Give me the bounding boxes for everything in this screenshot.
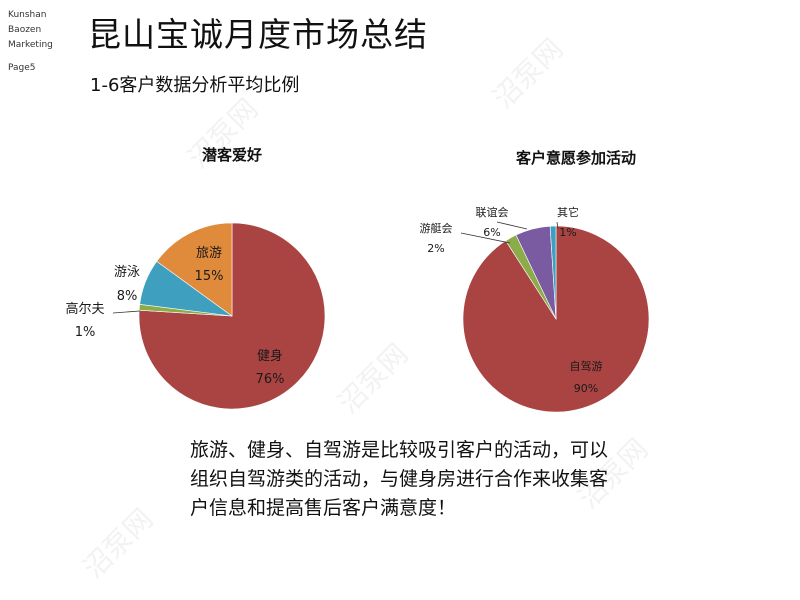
label-fitness-value: 76%: [256, 372, 285, 387]
watermark-3: 沼泵网: [332, 337, 415, 420]
page-number: Page5: [8, 63, 36, 73]
leader-line-golf: [112, 310, 141, 314]
chart-activities-slices: [462, 225, 650, 413]
summary-text: 旅游、健身、自驾游是比较吸引客户的活动，可以组织自驾游类的活动，与健身房进行合作…: [190, 439, 609, 519]
chart-hobbies: 潜客爱好 健身 76% 高尔夫 1% 游泳 8% 旅游 15%: [65, 146, 326, 410]
label-yacht-name: 游艇会: [420, 221, 453, 235]
watermark-4: 沼泵网: [77, 502, 160, 585]
leader-line-other: [556, 221, 559, 230]
label-social-value: 6%: [483, 226, 500, 239]
chart-activities-title: 客户意愿参加活动: [515, 149, 636, 167]
page-subtitle: 1-6客户数据分析平均比例: [90, 75, 300, 96]
label-fitness-name: 健身: [257, 348, 283, 364]
label-travel-value: 15%: [195, 269, 224, 284]
label-other-name: 其它: [557, 205, 579, 219]
label-other-value: 1%: [559, 226, 576, 239]
leader-line-social: [496, 221, 528, 230]
company-line-1: Kunshan: [8, 10, 47, 20]
label-golf-value: 1%: [75, 325, 96, 340]
chart-activities: 客户意愿参加活动 自驾游 90% 游艇会 2% 联谊会 6% 其它 1%: [420, 149, 650, 413]
label-selfdrive-name: 自驾游: [570, 360, 603, 373]
label-golf-name: 高尔夫: [65, 301, 104, 317]
company-block: Kunshan Baozen Marketing Page5: [8, 8, 53, 76]
chart-hobbies-title: 潜客爱好: [202, 146, 262, 164]
watermark-1: 沼泵网: [487, 32, 570, 115]
company-line-2: Baozen: [8, 25, 42, 35]
company-line-3: Marketing: [8, 40, 53, 50]
page-title: 昆山宝诚月度市场总结: [88, 15, 428, 54]
label-selfdrive-value: 90%: [574, 382, 598, 395]
label-swim-value: 8%: [117, 289, 138, 304]
label-yacht-value: 2%: [427, 242, 444, 255]
leader-line-yacht: [460, 232, 511, 244]
chart-activities-slice-3: [549, 225, 557, 320]
label-social-name: 联谊会: [476, 205, 509, 219]
chart-hobbies-slices: [138, 222, 326, 410]
label-swim-name: 游泳: [114, 265, 140, 280]
chart-hobbies-slice-3: [156, 222, 233, 317]
label-travel-name: 旅游: [196, 246, 222, 261]
chart-hobbies-slice-0: [138, 222, 326, 410]
